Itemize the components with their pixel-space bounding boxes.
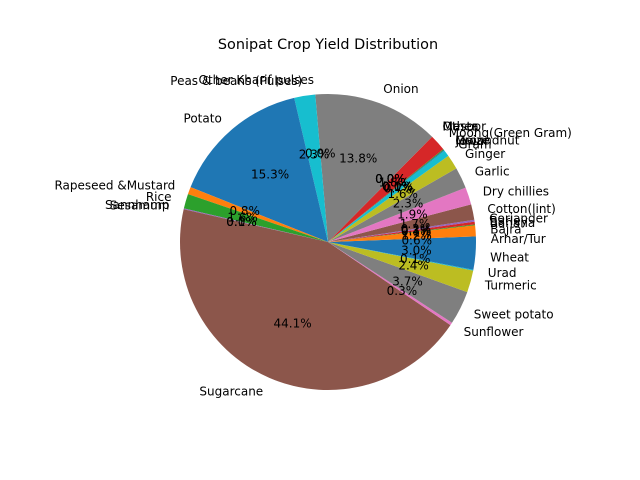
slice-percent-other: 0.0% <box>375 172 406 186</box>
slice-percent-maize: 0.1% <box>382 180 413 194</box>
slice-percent-sugarcane: 44.1% <box>274 317 312 331</box>
slice-label-other-kharif-pulses: Other Kharif pulses <box>199 73 314 87</box>
slice-label-other: Other <box>443 119 477 133</box>
slice-label-masoor: Masoor <box>443 119 487 133</box>
slice-label-cotton-lint: Cotton(lint) <box>487 202 555 216</box>
slice-percent-gram: 0.7% <box>384 182 415 196</box>
slice-percent-arhar-tur: 0.6% <box>402 233 433 247</box>
slice-label-arhar-tur: Arhar/Tur <box>491 232 546 246</box>
slice-label-potato: Potato <box>184 112 222 126</box>
slice-label-sweet-potato: Sweet potato <box>474 308 554 322</box>
slice-percent-moong-green-gram: 1.8% <box>379 176 410 190</box>
pie-slice-peas-beans-pulses <box>294 94 328 242</box>
slice-label-groundnut: Groundnut <box>455 134 519 148</box>
slice-label-wheat: Wheat <box>490 250 529 264</box>
slice-percent-cotton-lint: 1.7% <box>400 217 431 231</box>
slice-label-ginger: Ginger <box>465 147 505 161</box>
pie-slice-sunflower <box>328 242 452 326</box>
slice-label-banana: Banana <box>490 216 536 230</box>
pie-slice-rice <box>183 194 328 242</box>
slice-percent-banana: 0.1% <box>401 225 432 239</box>
slice-percent-garlic: 2.3% <box>393 197 424 211</box>
slice-percent-potato: 15.3% <box>251 168 289 182</box>
slice-percent-sweet-potato: 3.7% <box>392 275 423 289</box>
slice-percent-sesamum: 0.1% <box>226 215 257 229</box>
slice-label-moong-green-gram: Moong(Green Gram) <box>449 126 572 140</box>
slice-label-onion: Onion <box>383 82 418 96</box>
pie-slice-moong-green-gram <box>328 136 444 242</box>
slice-label-turmeric: Turmeric <box>484 278 537 292</box>
slice-percent-ginger: 1.6% <box>387 187 418 201</box>
slice-percent-jowar: 0.1% <box>382 180 413 194</box>
pie-slice-cotton-lint <box>328 204 475 242</box>
slice-label-jowar: Jowar <box>455 134 489 148</box>
pie-slice-rapeseed-mustard <box>187 187 328 242</box>
slice-label-maize: Maize <box>455 133 490 147</box>
pie-slice-coriander <box>328 219 475 242</box>
slice-label-bajra: Bajra <box>490 223 521 237</box>
pie-slice-potato <box>190 97 328 242</box>
slice-percent-onion: 13.8% <box>339 152 377 166</box>
slice-percent-sunflower: 0.3% <box>387 284 418 298</box>
slice-percent-urad: 0.1% <box>400 252 431 266</box>
slice-label-sugarcane: Sugarcane <box>199 384 263 398</box>
pie-slice-garlic <box>328 168 466 242</box>
slice-label-rice: Rice <box>146 190 172 204</box>
slice-label-sesamum: Sesamum <box>110 199 170 213</box>
slice-label-sunflower: Sunflower <box>464 325 524 339</box>
slice-percent-dry-chillies: 1.9% <box>397 207 428 221</box>
pie-slice-jowar <box>328 149 445 242</box>
slice-percent-groundnut: 0.0% <box>382 180 413 194</box>
slice-percent-barley: 0.3% <box>401 224 432 238</box>
pie-slice-wheat <box>328 242 476 270</box>
pie-slice-sesamum <box>183 208 328 242</box>
slice-percent-turmeric: 2.4% <box>398 259 429 273</box>
slice-percent-rice: 1.6% <box>227 211 258 225</box>
slice-percent-masoor: 0.0% <box>375 172 406 186</box>
slice-percent-wheat: 3.0% <box>401 243 432 257</box>
slice-label-sannhamp: Sannhamp <box>105 198 169 212</box>
slice-percent-mesta: 0.0% <box>375 172 406 186</box>
pie-slice-gram <box>328 150 449 242</box>
pie-slice-bajra <box>328 225 476 242</box>
slice-label-rapeseed-mustard: Rapeseed &Mustard <box>54 179 175 193</box>
slice-label-dry-chillies: Dry chillies <box>483 184 549 198</box>
slice-label-urad: Urad <box>488 266 517 280</box>
slice-label-mesta: Mesta <box>443 119 479 133</box>
pie-slices <box>179 93 477 391</box>
slice-label-gram: Gram <box>458 137 491 151</box>
pie-slice-ginger <box>328 155 457 242</box>
pie-labels: Arhar/TurBajraBananaBarleyCorianderCotto… <box>54 73 572 398</box>
pie-slice-arhar-tur <box>328 236 477 242</box>
pie-slice-sweet-potato <box>328 242 468 323</box>
pie-slice-dry-chillies <box>328 187 472 242</box>
slice-percent-other-kharif-pulses: 0.0% <box>305 147 336 161</box>
pie-slice-onion <box>315 93 433 243</box>
pie-slice-barley <box>328 221 475 242</box>
pie-slice-banana <box>328 224 476 242</box>
slice-percent-peas-beans-pulses: 2.3% <box>299 147 330 161</box>
pie-slice-urad <box>328 242 474 271</box>
slice-percent-coriander: 0.2% <box>401 222 432 236</box>
pie-slice-maize <box>328 149 444 242</box>
chart-title: Sonipat Crop Yield Distribution <box>218 37 438 53</box>
slice-label-barley: Barley <box>490 214 528 228</box>
slice-label-peas-beans-pulses: Peas & beans (Pulses) <box>170 74 302 88</box>
pie-percent-labels: 0.6%1.2%0.1%0.3%0.2%1.7%1.9%2.3%1.6%0.7%… <box>226 147 432 331</box>
slice-percent-bajra: 1.2% <box>401 228 432 242</box>
slice-label-coriander: Coriander <box>489 212 548 226</box>
pie-slice-sugarcane <box>179 209 451 391</box>
pie-slice-turmeric <box>328 242 474 293</box>
slice-label-garlic: Garlic <box>475 164 510 178</box>
slice-percent-rapeseed-mustard: 0.8% <box>229 204 260 218</box>
slice-percent-sannhamp: 0.0% <box>226 215 257 229</box>
